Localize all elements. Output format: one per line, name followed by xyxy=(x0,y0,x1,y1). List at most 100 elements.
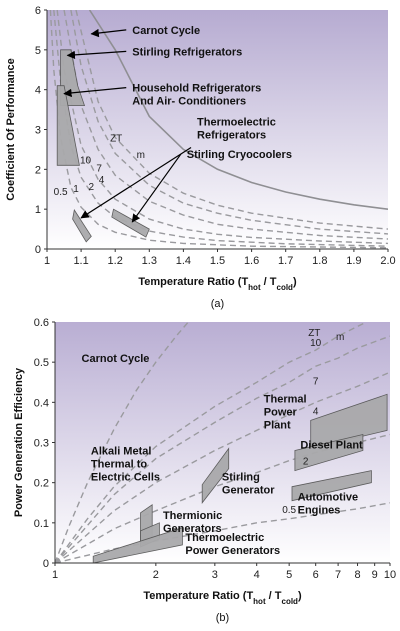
plot-area xyxy=(49,10,388,249)
zt-4-label: 4 xyxy=(313,406,319,417)
y-tick-label: 1 xyxy=(35,204,41,216)
zt-7-label: 7 xyxy=(96,163,102,174)
y-tick-label: 6 xyxy=(35,5,41,17)
household-refrigerators-annotation: And Air- Conditioners xyxy=(132,96,246,108)
zt-1-label: 1 xyxy=(73,184,79,195)
diesel-plant-label: Diesel Plant xyxy=(300,440,363,452)
automotive-label: Automotive xyxy=(298,492,359,504)
x-tick-label: 1 xyxy=(52,569,58,581)
chart-caption: (b) xyxy=(216,612,229,624)
x-tick-label: 1.3 xyxy=(142,255,157,267)
zt-7-line xyxy=(70,10,388,235)
thermionic-label: Generators xyxy=(163,523,222,535)
thermal-label: Power xyxy=(264,406,298,418)
y-tick-label: 0.3 xyxy=(34,438,49,450)
y-tick-label: 2 xyxy=(35,164,41,176)
x-axis-label-part: ) xyxy=(298,590,302,602)
x-tick-label: 1.2 xyxy=(108,255,123,267)
x-tick-label: 2 xyxy=(153,569,159,581)
thermal-label: Plant xyxy=(264,419,291,431)
alkali-metal-label: Electric Cells xyxy=(91,472,160,484)
stirling-label: Generator xyxy=(222,485,275,497)
automotive-label: Engines xyxy=(298,505,341,517)
y-tick-label: 0.1 xyxy=(34,518,49,530)
y-tick-label: 0.5 xyxy=(34,357,49,369)
x-tick-label: 7 xyxy=(335,569,341,581)
chart-b: 1 2 3 4 5 6 7 8 9 10 0 0.1 0.2 0.3 0.4 0.5 0.6 Temperatur… xyxy=(13,317,396,624)
carnot-cycle-line xyxy=(55,322,189,563)
y-axis-label: Power Generation Efficiency xyxy=(13,367,25,517)
zt-10-line xyxy=(75,10,388,230)
stirling-generator-region xyxy=(201,447,230,504)
zt-7-line xyxy=(55,335,390,563)
x-tick-label: 1.8 xyxy=(312,255,327,267)
y-tick-label: 0.4 xyxy=(34,397,49,409)
y-tick-label: 3 xyxy=(35,125,41,137)
carnot-cycle-line xyxy=(88,10,388,210)
x-tick-label: 9 xyxy=(372,569,378,581)
x-axis-label: Temperature Ratio (Thot / Tcold) xyxy=(138,276,297,292)
thermoelectric-label: Power Generators xyxy=(185,545,280,557)
thermoelectric-power-generators-region xyxy=(92,527,183,563)
stirling-refrigerators-annotation: Stirling Refrigerators xyxy=(132,46,242,58)
zt-label: ZT xyxy=(110,133,122,144)
zt-2-line xyxy=(56,10,388,245)
y-tick-label: 0 xyxy=(35,244,41,256)
household-refrigerators-arrow xyxy=(63,87,127,98)
thermionic-label: Thermionic xyxy=(163,510,222,522)
chart-caption: (a) xyxy=(211,298,224,310)
plot-background xyxy=(47,10,388,249)
carnot-cycle-label: Carnot Cycle xyxy=(82,353,150,365)
zt-7-label: 7 xyxy=(313,376,319,387)
thermoelectric-annotation: Refrigerators xyxy=(197,130,266,142)
x-tick-label: 1.7 xyxy=(278,255,293,267)
y-tick-label: 0.2 xyxy=(34,478,49,490)
automotive-engines-region xyxy=(291,470,372,502)
x-axis-label-part: / T xyxy=(261,276,277,288)
zt-label: ZT xyxy=(308,328,320,339)
thermoelectric-refrigerators-region xyxy=(72,208,92,243)
thermoelectric-label: Thermoelectric xyxy=(185,532,264,544)
zt-10-label: 10 xyxy=(310,338,322,349)
thermal-power-plant-region xyxy=(310,393,388,450)
carnot-cycle-annotation: Carnot Cycle xyxy=(132,25,200,37)
stirling-refrigerators-arrow xyxy=(66,50,127,60)
zt-subscript: m xyxy=(336,332,344,343)
x-tick-label: 1.4 xyxy=(176,255,191,267)
chart-a: 1 1.1 1.2 1.3 1.4 1.5 1.6 1.7 1.8 1.9 2.00123456Te… xyxy=(5,5,396,310)
x-tick-label: 1.9 xyxy=(346,255,361,267)
x-tick-label: 1.6 xyxy=(244,255,259,267)
zt-subscript: m xyxy=(137,150,145,161)
x-axis-label-part: Temperature Ratio (T xyxy=(143,590,253,602)
x-tick-label: 4 xyxy=(254,569,260,581)
thermal-label: Thermal xyxy=(264,393,307,405)
thermoelectric-annotation: Thermoelectric xyxy=(197,117,276,129)
x-axis-label: Temperature Ratio (Thot / Tcold) xyxy=(143,590,302,606)
x-tick-label: 1.5 xyxy=(210,255,225,267)
zt-4-line xyxy=(55,371,390,563)
zt-4-line xyxy=(63,10,388,240)
x-tick-label: 8 xyxy=(354,569,360,581)
alkali-metal-label: Thermal to xyxy=(91,459,148,471)
y-tick-label: 0.6 xyxy=(34,317,49,329)
y-tick-label: 5 xyxy=(35,45,41,57)
plot-area xyxy=(55,322,390,563)
y-tick-label: 0 xyxy=(43,558,49,570)
x-tick-label: 2.0 xyxy=(380,255,395,267)
household-refrigerators-annotation: Household Refrigerators xyxy=(132,83,261,95)
zt-2-label: 2 xyxy=(89,182,95,193)
x-axis-label-part: / T xyxy=(266,590,282,602)
x-tick-label: 3 xyxy=(212,569,218,581)
stirling-cryocoolers-annotation: Stirling Cryocoolers xyxy=(187,149,292,161)
x-axis-label-part: Temperature Ratio (T xyxy=(138,276,248,288)
x-axis-label-subscript: cold xyxy=(277,283,294,292)
x-tick-label: 1 xyxy=(44,255,50,267)
household-refrigerators-and-air-conditioners-region xyxy=(56,85,80,166)
x-axis-label-subscript: cold xyxy=(282,597,299,606)
zt-2-label: 2 xyxy=(303,457,309,468)
x-axis-label-subscript: hot xyxy=(248,283,261,292)
carnot-cycle-arrow xyxy=(90,28,127,38)
x-axis-label-part: ) xyxy=(293,276,297,288)
y-tick-label: 4 xyxy=(35,85,41,97)
